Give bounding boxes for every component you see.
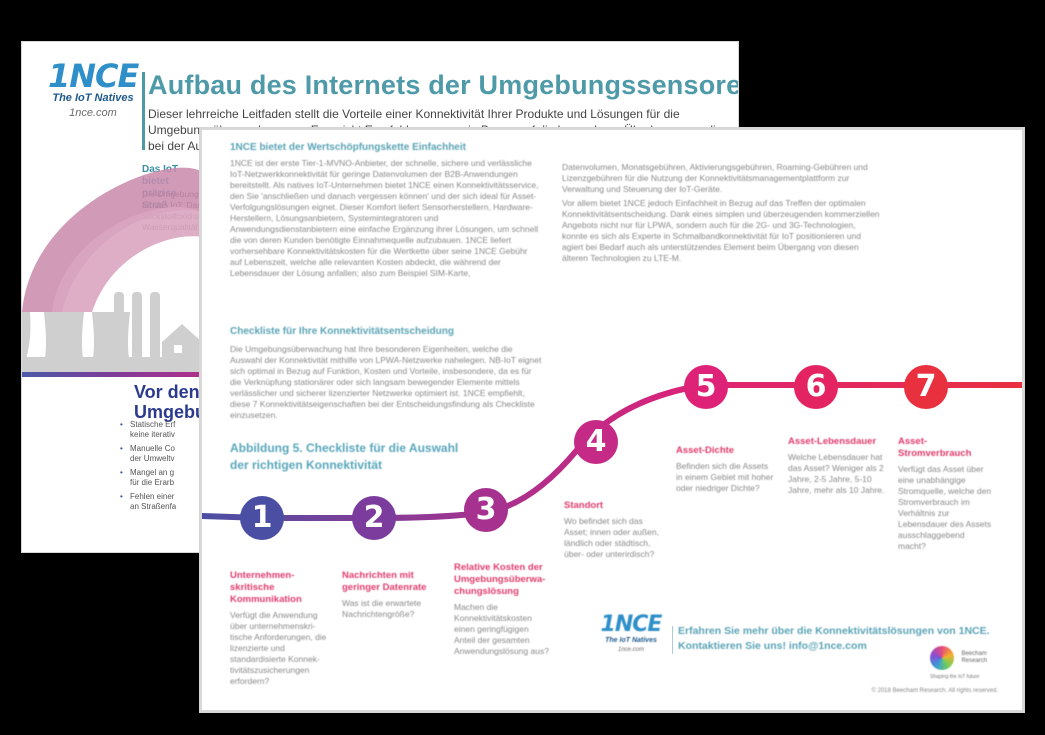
partner-slogan: Shaping the IoT future [930, 674, 980, 680]
figure-caption: Abbildung 5. Checkliste für die Auswahl … [230, 441, 459, 472]
title-accent-bar [142, 72, 145, 150]
checklist-step-1: Unternehmen- skritische Kommunikation Ve… [230, 570, 330, 687]
section-heading-simplicity: 1NCE bietet der Wertschöpfungskette Einf… [230, 142, 466, 153]
checklist-timeline-line [202, 382, 1022, 521]
document-page-front: 1NCE bietet der Wertschöpfungskette Einf… [200, 128, 1024, 712]
cta-line-2[interactable]: Kontaktieren Sie uns! info@1nce.com [678, 640, 867, 652]
step-title: Asset- Stromverbrauch [898, 436, 972, 459]
step-title: Relative Kosten der Umgebungsüberwa-chun… [454, 562, 546, 597]
step-description: Was ist die erwartete Nachrichtengröße? [342, 598, 422, 619]
bullet-item: Mangel an g für die Erarb [120, 468, 202, 488]
step-description: Befinden sich die Assets in einem Gebiet… [676, 461, 774, 493]
paragraph-simplicity: 1NCE ist der erste Tier-1-MVNO-Anbieter,… [230, 158, 539, 278]
step-title: Standort [564, 500, 604, 511]
bullet-item: Statische Erf keine iterativ [120, 420, 202, 440]
step-5-badge: 5 [684, 365, 728, 409]
logo-mark: 1NCE [600, 612, 663, 637]
logo-url: 1nce.com [617, 647, 644, 653]
step-6-badge: 6 [794, 365, 838, 409]
step-description: Welche Lebensdauer hat das Asset? Wenige… [788, 452, 885, 495]
step-title: Unternehmen- skritische Kommunikation [230, 570, 302, 605]
step-title: Asset-Lebensdauer [788, 436, 877, 447]
step-7-badge: 7 [904, 365, 948, 409]
step-1-badge: 1 [240, 496, 284, 540]
beecham-research-logo: Beecham Research Shaping the IoT future [930, 646, 1000, 680]
footer-cta: Erfahren Sie mehr über die Konnektivität… [678, 624, 990, 654]
bullet-item: Manuelle Co der Umweltv [120, 444, 202, 464]
copyright: © 2018 Beecham Research. All rights rese… [871, 688, 998, 694]
section-heading: Vor den Umgebu [134, 382, 200, 422]
paragraph-decision: Vor allem bietet 1NCE jedoch Einfachheit… [562, 198, 880, 263]
step-4-badge: 4 [574, 420, 618, 464]
paragraph-checklist: Die Umgebungsüberwachung hat Ihre besond… [230, 344, 542, 420]
step-title: Asset-Dichte [676, 445, 735, 456]
page-title: Aufbau des Internets der Umgebungssensor… [148, 70, 738, 100]
partner-name: Beecham Research [961, 651, 988, 664]
logo-tagline: The IoT Natives [605, 637, 657, 644]
bullet-item: Fehlen einer an Straßenfa [120, 492, 202, 512]
section-heading-checklist: Checkliste für Ihre Konnektivitätsentsch… [230, 326, 454, 337]
footer-1nce-logo: 1NCE The IoT Natives 1nce.com [594, 612, 668, 654]
logo-mark: 1NCE [48, 57, 139, 95]
logo-tagline: The IoT Natives [52, 92, 134, 104]
gradient-divider [22, 372, 202, 377]
step-description: Verfügt das Asset über eine unabhängige … [898, 464, 992, 551]
1nce-logo: 1NCE The IoT Natives 1nce.com [48, 57, 139, 119]
paragraph-fees: Datenvolumen, Monatsgebühren, Aktivierun… [562, 162, 868, 194]
checklist-step-4: Standort Wo befindet sich das Asset; inn… [564, 500, 664, 560]
step-3-badge: 3 [464, 488, 508, 532]
logo-url: 1nce.com [69, 107, 117, 119]
cta-line-1: Erfahren Sie mehr über die Konnektivität… [678, 625, 990, 637]
step-description: Wo befindet sich das Asset; innen oder a… [564, 516, 659, 559]
factory-pollution-illustration [22, 167, 202, 372]
bullet-list: Statische Erf keine iterativ Manuelle Co… [120, 420, 202, 516]
cta-divider [672, 626, 673, 654]
checklist-step-3: Relative Kosten der Umgebungsüberwa-chun… [454, 562, 550, 657]
step-2-badge: 2 [352, 496, 396, 540]
checklist-step-5: Asset-Dichte Befinden sich die Assets in… [676, 445, 776, 494]
checklist-step-7: Asset- Stromverbrauch Verfügt das Asset … [898, 436, 994, 552]
checklist-step-2: Nachrichten mit geringer Datenrate Was i… [342, 570, 434, 620]
step-title: Nachrichten mit geringer Datenrate [342, 570, 427, 593]
beecham-logo-icon [930, 646, 954, 670]
checklist-step-6: Asset-Lebensdauer Welche Lebensdauer hat… [788, 436, 888, 496]
step-description: Machen die Konnektivitätskosten einen ge… [454, 602, 549, 656]
step-description: Verfügt die Anwendung über unternehmensk… [230, 610, 327, 686]
